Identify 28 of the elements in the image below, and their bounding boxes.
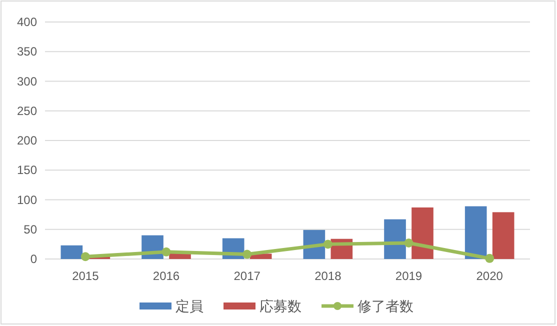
- x-tick-label: 2019: [395, 269, 422, 283]
- y-tick-label: 200: [16, 134, 38, 148]
- bar: [60, 245, 83, 259]
- y-tick-label: 250: [16, 104, 38, 118]
- y-tick-label: 400: [16, 15, 38, 29]
- bar: [492, 212, 514, 259]
- x-tick-label: 2016: [152, 269, 180, 283]
- y-tick-label: 350: [16, 44, 38, 59]
- x-tick-label: 2020: [476, 269, 504, 283]
- y-tick-label: 50: [24, 222, 38, 236]
- x-tick-label: 2015: [72, 269, 100, 283]
- y-tick-label: 100: [16, 192, 38, 207]
- point: [242, 250, 252, 259]
- legend-label: 応募数: [260, 298, 302, 314]
- point: [485, 254, 494, 263]
- point: [404, 238, 414, 248]
- bar: [412, 207, 434, 259]
- legend-label: 定員: [176, 298, 204, 314]
- point: [323, 240, 332, 249]
- bar: [464, 206, 487, 259]
- point: [162, 247, 171, 256]
- y-tick-label: 0: [30, 252, 38, 266]
- point: [80, 252, 90, 262]
- y-tick-label: 300: [16, 74, 38, 88]
- x-tick-label: 2018: [314, 269, 342, 283]
- legend-label: 修了者数: [358, 298, 414, 314]
- y-tick-label: 150: [16, 163, 38, 178]
- x-tick-label: 2017: [234, 269, 261, 283]
